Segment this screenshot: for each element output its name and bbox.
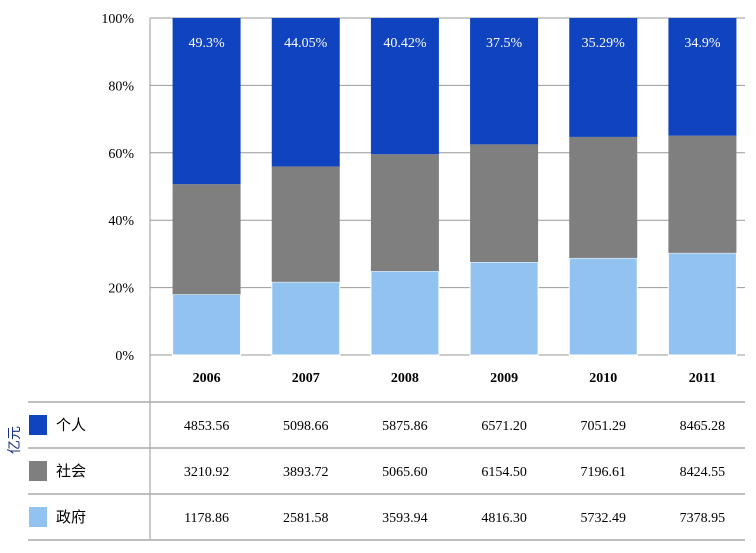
table-cell: 8424.55	[680, 465, 726, 480]
bar-segment-个人	[470, 18, 539, 145]
bar-segment-政府	[172, 293, 242, 356]
legend-swatch-个人	[29, 415, 47, 435]
x-tick-label: 2008	[391, 371, 419, 386]
y-tick-label: 40%	[108, 214, 134, 229]
legend-label: 个人	[56, 417, 86, 434]
table-cell: 4816.30	[481, 511, 527, 526]
bar-segment-社会	[172, 184, 241, 295]
bar-segment-社会	[569, 136, 638, 258]
table-cell: 5732.49	[581, 511, 627, 526]
bar-segment-社会	[271, 166, 340, 282]
table-cell: 1178.86	[184, 511, 229, 526]
table-cell: 3893.72	[283, 465, 329, 480]
bar-segment-个人	[569, 18, 638, 137]
table-cell: 3593.94	[382, 511, 428, 526]
table-cell: 7196.61	[581, 465, 627, 480]
table-cell: 6154.50	[481, 465, 527, 480]
table-cell: 4853.56	[184, 419, 230, 434]
data-label: 40.42%	[383, 36, 427, 51]
y-tick-label: 60%	[108, 147, 134, 162]
bar-segment-政府	[568, 257, 638, 356]
legend-label: 政府	[56, 509, 86, 526]
table-cell: 5065.60	[382, 465, 428, 480]
table-cell: 5098.66	[283, 419, 329, 434]
x-tick-label: 2006	[193, 371, 221, 386]
bar-segment-政府	[271, 281, 341, 356]
table-cell: 7051.29	[581, 419, 627, 434]
bar-segment-社会	[668, 135, 737, 253]
legend-label: 社会	[56, 463, 86, 480]
bar-segment-政府	[469, 261, 539, 356]
data-label: 35.29%	[582, 36, 626, 51]
table-cell: 7378.95	[680, 511, 726, 526]
table-cell: 5875.86	[382, 419, 428, 434]
data-label: 44.05%	[284, 36, 328, 51]
table-cell: 2581.58	[283, 511, 329, 526]
x-tick-label: 2010	[589, 371, 617, 386]
y-tick-label: 80%	[108, 79, 134, 94]
table-cell: 8465.28	[680, 419, 726, 434]
bar-segment-社会	[470, 144, 539, 262]
table-cell: 3210.92	[184, 465, 230, 480]
y-tick-label: 0%	[115, 349, 134, 364]
data-label: 49.3%	[188, 36, 225, 51]
table-cell: 6571.20	[481, 419, 527, 434]
unit-label: 亿元	[7, 426, 23, 454]
bar-segment-个人	[370, 18, 439, 155]
x-tick-label: 2011	[689, 371, 716, 386]
bar-segment-社会	[370, 154, 439, 272]
x-tick-label: 2007	[292, 371, 320, 386]
x-tick-label: 2009	[490, 371, 518, 386]
bar-segment-政府	[667, 252, 737, 356]
bar-segment-政府	[370, 270, 440, 356]
y-tick-label: 20%	[108, 282, 134, 297]
bar-segment-个人	[668, 18, 737, 136]
y-tick-label: 100%	[101, 12, 134, 27]
data-label: 34.9%	[684, 36, 721, 51]
bar-segment-个人	[172, 18, 241, 185]
data-label: 37.5%	[486, 36, 523, 51]
legend-swatch-政府	[29, 507, 47, 527]
bar-segment-个人	[271, 18, 340, 167]
legend-swatch-社会	[29, 461, 47, 481]
